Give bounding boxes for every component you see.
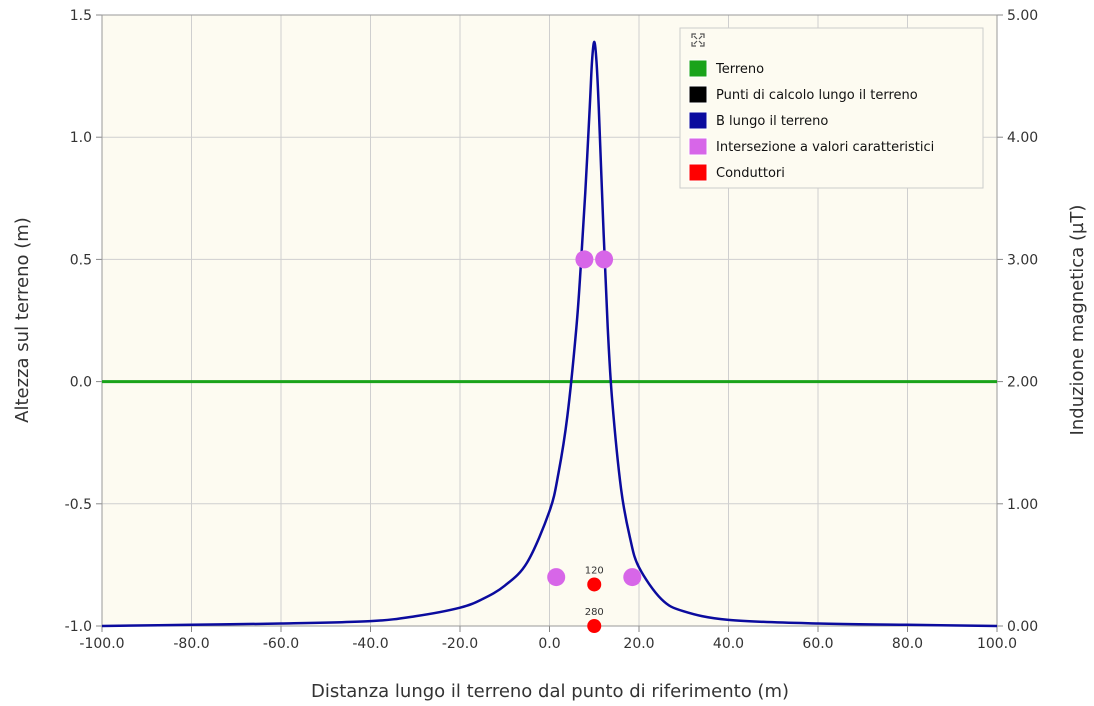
x-tick-label: -80.0 bbox=[173, 636, 209, 652]
x-tick-label: 0.0 bbox=[538, 636, 560, 652]
legend: Terreno Punti di calcolo lungo il terreno… bbox=[679, 27, 984, 189]
y-axis-right-title: Induzione magnetica (µT) bbox=[1067, 205, 1088, 436]
y-left-tick-label: 0.0 bbox=[70, 375, 92, 391]
y-axis-left-title: Altezza sul terreno (m) bbox=[12, 217, 33, 423]
legend-label[interactable]: Conduttori bbox=[716, 166, 785, 181]
intersezione-point[interactable] bbox=[623, 568, 642, 587]
y-left-tick-label: 1.0 bbox=[70, 130, 92, 146]
legend-swatch bbox=[688, 137, 708, 156]
legend-swatch bbox=[688, 59, 708, 78]
legend-label[interactable]: B lungo il terreno bbox=[716, 114, 828, 129]
series-layer: 120 280 bbox=[101, 40, 998, 633]
y-right-tick-label: 2.00 bbox=[1007, 375, 1038, 391]
intersezione-point[interactable] bbox=[595, 250, 614, 269]
y-right-tick-label: 4.00 bbox=[1007, 130, 1038, 146]
x-tick-label: 60.0 bbox=[802, 636, 833, 652]
x-tick-label: 20.0 bbox=[623, 636, 654, 652]
x-tick-label: -100.0 bbox=[79, 636, 124, 652]
y-left-tick-label: 1.5 bbox=[70, 8, 92, 24]
y-right-tick-label: 0.00 bbox=[1007, 619, 1038, 635]
conduttore-label: 280 bbox=[585, 607, 604, 618]
expand-icon[interactable] bbox=[691, 33, 705, 47]
intersezione-point[interactable] bbox=[575, 250, 594, 269]
x-axis-title: Distanza lungo il terreno dal punto di r… bbox=[311, 681, 789, 702]
legend-label[interactable]: Terreno bbox=[715, 62, 764, 77]
y-left-tick-label: 0.5 bbox=[70, 252, 92, 268]
legend-label[interactable]: Intersezione a valori caratteristici bbox=[716, 140, 934, 155]
b-curve-line bbox=[101, 40, 998, 628]
y-right-tick-label: 5.00 bbox=[1007, 8, 1038, 24]
conduttore-label: 120 bbox=[585, 565, 604, 576]
y-left-tick-label: -0.5 bbox=[65, 497, 92, 513]
y-right-tick-label: 3.00 bbox=[1007, 252, 1038, 268]
y-right-tick-label: 1.00 bbox=[1007, 497, 1038, 513]
x-tick-label: 100.0 bbox=[977, 636, 1017, 652]
legend-swatch bbox=[688, 85, 708, 104]
x-tick-label: -60.0 bbox=[263, 636, 299, 652]
x-tick-label: 40.0 bbox=[713, 636, 744, 652]
legend-swatch bbox=[688, 111, 708, 130]
x-tick-label: -40.0 bbox=[352, 636, 388, 652]
legend-label[interactable]: Punti di calcolo lungo il terreno bbox=[716, 88, 918, 103]
legend-box bbox=[679, 27, 984, 189]
conduttore-point[interactable] bbox=[587, 619, 602, 633]
x-tick-label: -20.0 bbox=[442, 636, 478, 652]
plot-border bbox=[101, 14, 998, 627]
intersezione-point[interactable] bbox=[547, 568, 566, 587]
tick-labels: -100.0 -80.0 -60.0 -40.0 -20.0 0.0 20.0 40.0 60.… bbox=[65, 8, 1039, 652]
y-left-tick-label: -1.0 bbox=[65, 619, 92, 635]
x-tick-label: 80.0 bbox=[892, 636, 923, 652]
conduttore-point[interactable] bbox=[587, 577, 602, 592]
legend-swatch bbox=[688, 163, 708, 182]
